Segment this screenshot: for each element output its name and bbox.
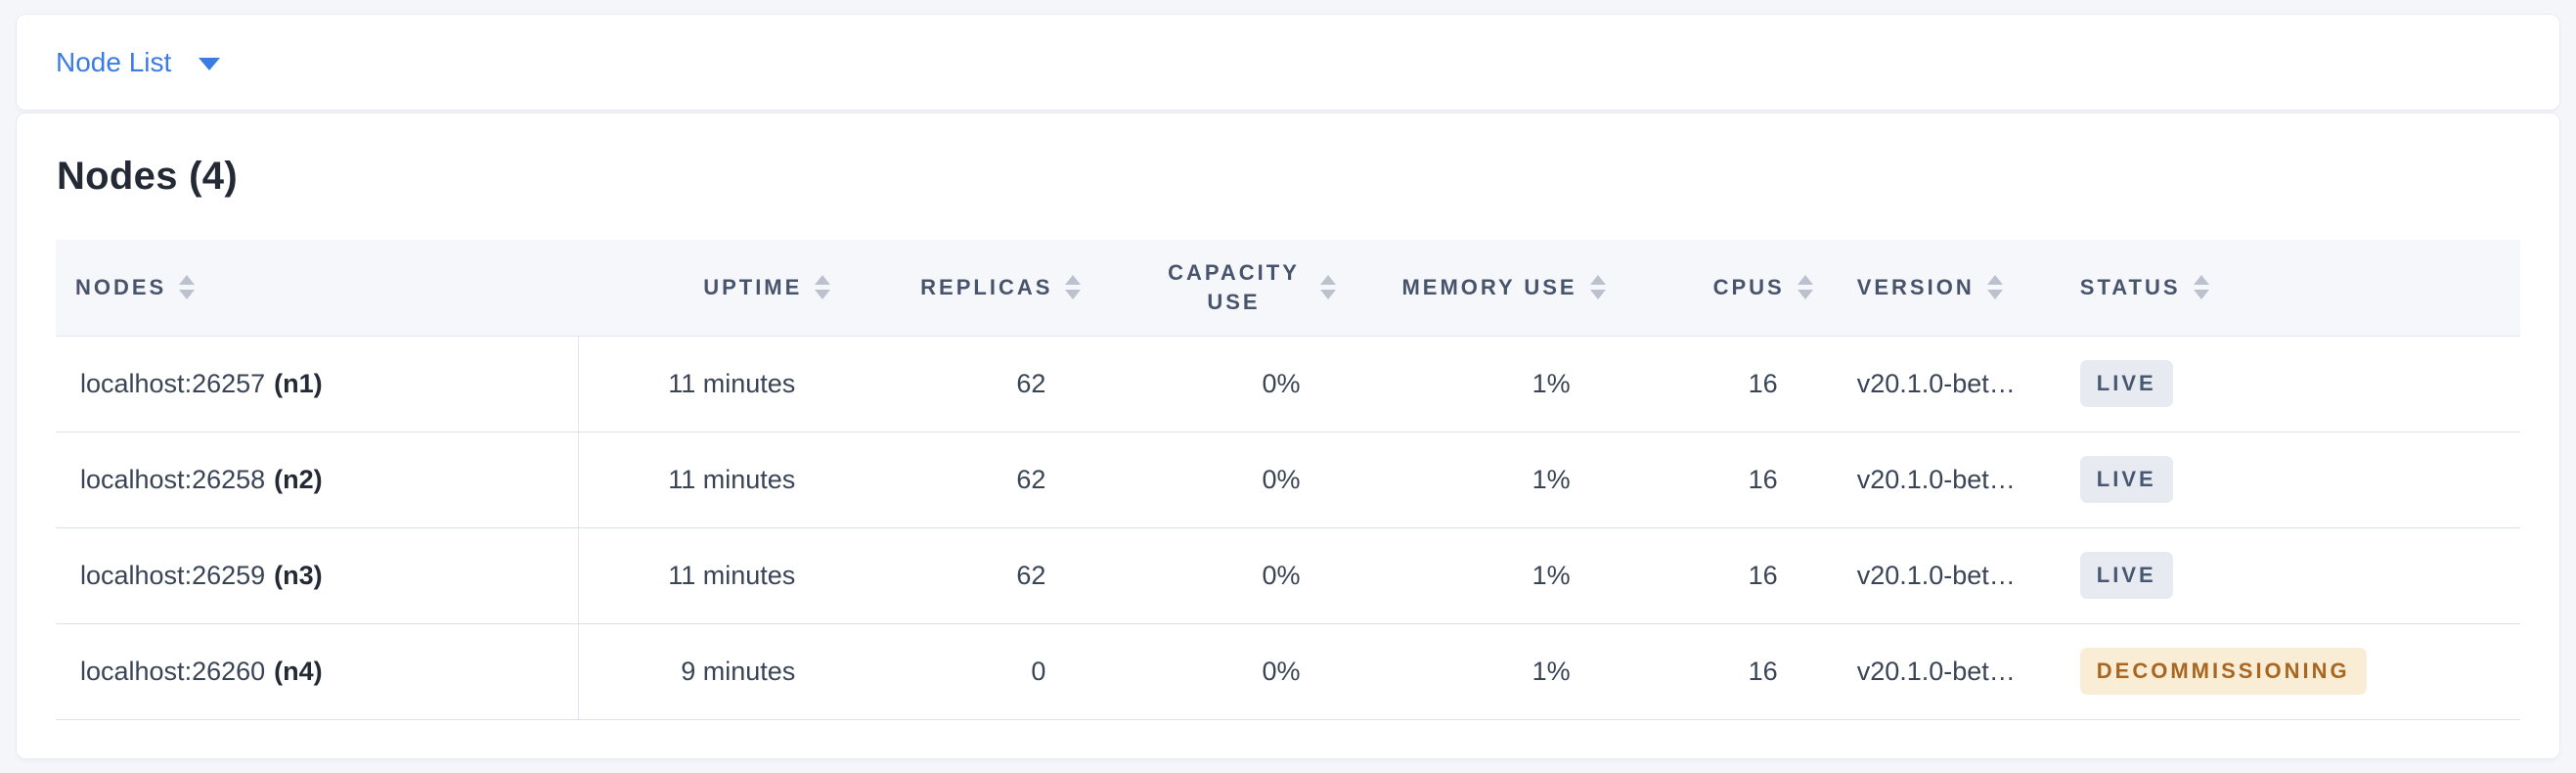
status-badge: LIVE bbox=[2079, 360, 2173, 407]
node-row[interactable]: localhost:26260 (n4) 9 minutes 0 0% 1% 16… bbox=[56, 623, 2520, 720]
uptime-cell: 11 minutes bbox=[578, 527, 859, 624]
capacity-use-cell: 0% bbox=[1108, 432, 1363, 528]
node-id: (n4) bbox=[274, 656, 323, 686]
column-header-label: Version bbox=[1856, 274, 1975, 299]
column-header-label: Capacity Use bbox=[1168, 260, 1300, 314]
node-address: localhost:26260 bbox=[80, 656, 266, 686]
capacity-use-cell: 0% bbox=[1108, 527, 1363, 624]
sort-icon bbox=[179, 275, 195, 299]
uptime-cell: 11 minutes bbox=[578, 432, 859, 528]
capacity-use-cell: 0% bbox=[1108, 336, 1363, 432]
column-header-label: CPUs bbox=[1712, 274, 1785, 299]
node-address: localhost:26257 bbox=[80, 368, 266, 398]
column-header-memory-use[interactable]: Memory Use bbox=[1362, 240, 1633, 337]
node-cell: localhost:26258 (n2) bbox=[56, 432, 579, 528]
cpus-cell: 16 bbox=[1632, 623, 1841, 720]
column-header-cpus[interactable]: CPUs bbox=[1632, 240, 1841, 337]
column-header-label: Nodes bbox=[75, 274, 167, 299]
status-badge: LIVE bbox=[2079, 552, 2173, 599]
column-header-replicas[interactable]: Replicas bbox=[858, 240, 1109, 337]
status-cell: LIVE bbox=[2063, 432, 2520, 528]
memory-use-cell: 1% bbox=[1362, 527, 1633, 624]
sort-icon bbox=[815, 275, 830, 299]
replicas-cell: 0 bbox=[858, 623, 1109, 720]
version-cell: v20.1.0-bet… bbox=[1840, 432, 2064, 528]
column-header-status[interactable]: Status bbox=[2063, 240, 2520, 337]
status-badge: LIVE bbox=[2079, 456, 2173, 503]
version-cell: v20.1.0-bet… bbox=[1840, 336, 2064, 432]
memory-use-cell: 1% bbox=[1362, 623, 1633, 720]
status-cell: DECOMMISSIONING bbox=[2063, 623, 2520, 720]
node-row[interactable]: localhost:26257 (n1) 11 minutes 62 0% 1% … bbox=[56, 336, 2520, 432]
sort-icon bbox=[1987, 275, 2003, 299]
nodes-panel: Nodes (4) Nodes Uptime bbox=[17, 114, 2559, 758]
column-header-label: Memory Use bbox=[1401, 274, 1577, 299]
node-id: (n1) bbox=[274, 368, 323, 398]
replicas-cell: 62 bbox=[858, 527, 1109, 624]
node-id: (n2) bbox=[274, 464, 323, 494]
replicas-cell: 62 bbox=[858, 432, 1109, 528]
memory-use-cell: 1% bbox=[1362, 432, 1633, 528]
column-header-version[interactable]: Version bbox=[1840, 240, 2064, 337]
chevron-down-icon bbox=[199, 57, 221, 70]
sort-icon bbox=[1798, 275, 1813, 299]
status-badge: DECOMMISSIONING bbox=[2079, 648, 2367, 695]
version-cell: v20.1.0-bet… bbox=[1840, 527, 2064, 624]
node-row[interactable]: localhost:26258 (n2) 11 minutes 62 0% 1% … bbox=[56, 432, 2520, 528]
node-list-dropdown-label: Node List bbox=[56, 46, 172, 77]
column-header-label: Uptime bbox=[703, 274, 803, 299]
node-cell: localhost:26260 (n4) bbox=[56, 623, 579, 720]
column-header-uptime[interactable]: Uptime bbox=[578, 240, 859, 337]
node-address: localhost:26258 bbox=[80, 464, 266, 494]
sort-icon bbox=[1320, 275, 1336, 299]
node-id: (n3) bbox=[274, 560, 323, 590]
column-header-label: Status bbox=[2079, 274, 2181, 299]
sort-icon bbox=[1590, 275, 1606, 299]
table-header: Nodes Uptime Replicas bbox=[56, 240, 2520, 337]
cpus-cell: 16 bbox=[1632, 527, 1841, 624]
capacity-use-cell: 0% bbox=[1108, 623, 1363, 720]
memory-use-cell: 1% bbox=[1362, 336, 1633, 432]
column-header-label: Replicas bbox=[920, 274, 1053, 299]
sort-icon bbox=[1065, 275, 1081, 299]
version-cell: v20.1.0-bet… bbox=[1840, 623, 2064, 720]
node-row[interactable]: localhost:26259 (n3) 11 minutes 62 0% 1% … bbox=[56, 527, 2520, 624]
node-address: localhost:26259 bbox=[80, 560, 266, 590]
sort-icon bbox=[2194, 275, 2209, 299]
cpus-cell: 16 bbox=[1632, 432, 1841, 528]
page-title: Nodes (4) bbox=[57, 155, 238, 198]
uptime-cell: 11 minutes bbox=[578, 336, 859, 432]
cpus-cell: 16 bbox=[1632, 336, 1841, 432]
status-cell: LIVE bbox=[2063, 527, 2520, 624]
column-header-capacity-use[interactable]: Capacity Use bbox=[1108, 240, 1363, 337]
page: Node List Nodes (4) Nodes bbox=[0, 15, 2576, 758]
column-header-nodes[interactable]: Nodes bbox=[56, 240, 579, 337]
nodes-table: Nodes Uptime Replicas bbox=[56, 240, 2520, 720]
uptime-cell: 9 minutes bbox=[578, 623, 859, 720]
node-cell: localhost:26259 (n3) bbox=[56, 527, 579, 624]
node-cell: localhost:26257 (n1) bbox=[56, 336, 579, 432]
node-list-dropdown[interactable]: Node List bbox=[56, 46, 221, 78]
status-cell: LIVE bbox=[2063, 336, 2520, 432]
view-selector-bar: Node List bbox=[17, 15, 2559, 110]
replicas-cell: 62 bbox=[858, 336, 1109, 432]
